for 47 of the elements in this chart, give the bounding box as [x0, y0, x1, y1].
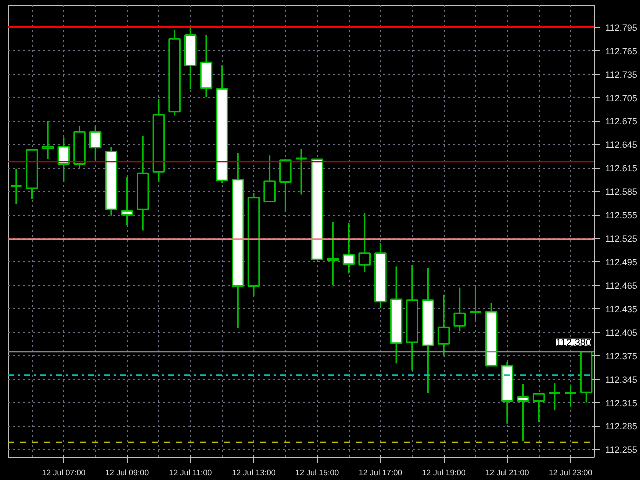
- candlestick: [548, 382, 562, 412]
- ref-line-label: 112.380: [556, 338, 592, 349]
- x-tick-label: 12 Jul 09:00: [105, 468, 150, 478]
- x-tick-label: 12 Jul 15:00: [296, 468, 340, 478]
- candlestick: [264, 154, 276, 204]
- x-tick-label: 12 Jul 11:00: [169, 468, 213, 478]
- y-tick-label: 112.315: [606, 398, 638, 408]
- candlestick: [42, 120, 54, 160]
- candlestick: [438, 294, 450, 358]
- candlestick: [532, 393, 546, 424]
- x-tick-label: 12 Jul 21:00: [486, 468, 530, 478]
- candlestick: [10, 168, 23, 205]
- y-tick-label: 112.675: [606, 116, 638, 127]
- candlestick: [517, 383, 530, 442]
- x-tick-label: 12 Jul 07:00: [42, 468, 86, 478]
- x-tick-label: 12 Jul 13:00: [232, 468, 276, 478]
- y-tick-label: 112.615: [606, 164, 638, 174]
- candlestick: [121, 176, 134, 226]
- candlestick: [454, 287, 466, 332]
- y-tick-label: 112.525: [606, 234, 638, 244]
- candlestick: [295, 148, 308, 196]
- y-tick-label: 112.285: [606, 422, 638, 432]
- y-tick-label: 112.255: [606, 445, 638, 456]
- candlestick: [327, 221, 340, 286]
- y-tick-label: 112.795: [606, 22, 638, 33]
- y-tick-label: 112.435: [606, 304, 638, 314]
- candlestick: [280, 158, 292, 213]
- candlestick: [89, 125, 102, 162]
- y-tick-label: 112.345: [606, 374, 638, 385]
- y-tick-label: 112.735: [606, 70, 638, 80]
- candlestick: [358, 212, 371, 273]
- y-tick-label: 112.375: [606, 351, 638, 362]
- y-tick-label: 112.585: [606, 187, 638, 198]
- x-tick-label: 12 Jul 19:00: [422, 468, 466, 478]
- y-tick-label: 112.495: [606, 258, 638, 268]
- y-tick-label: 112.645: [606, 140, 638, 150]
- x-tick-label: 12 Jul 17:00: [358, 468, 404, 478]
- candlestick: [342, 222, 356, 274]
- candlestick: [58, 136, 70, 183]
- candlestick: [469, 286, 482, 323]
- y-tick-label: 112.405: [606, 328, 638, 338]
- y-tick-label: 112.705: [606, 93, 638, 104]
- candlestick: [564, 384, 578, 408]
- x-tick-label: 12 Jul 23:00: [548, 468, 594, 478]
- y-tick-label: 112.765: [606, 46, 638, 56]
- y-tick-label: 112.555: [606, 210, 638, 221]
- y-tick-label: 112.465: [606, 280, 638, 291]
